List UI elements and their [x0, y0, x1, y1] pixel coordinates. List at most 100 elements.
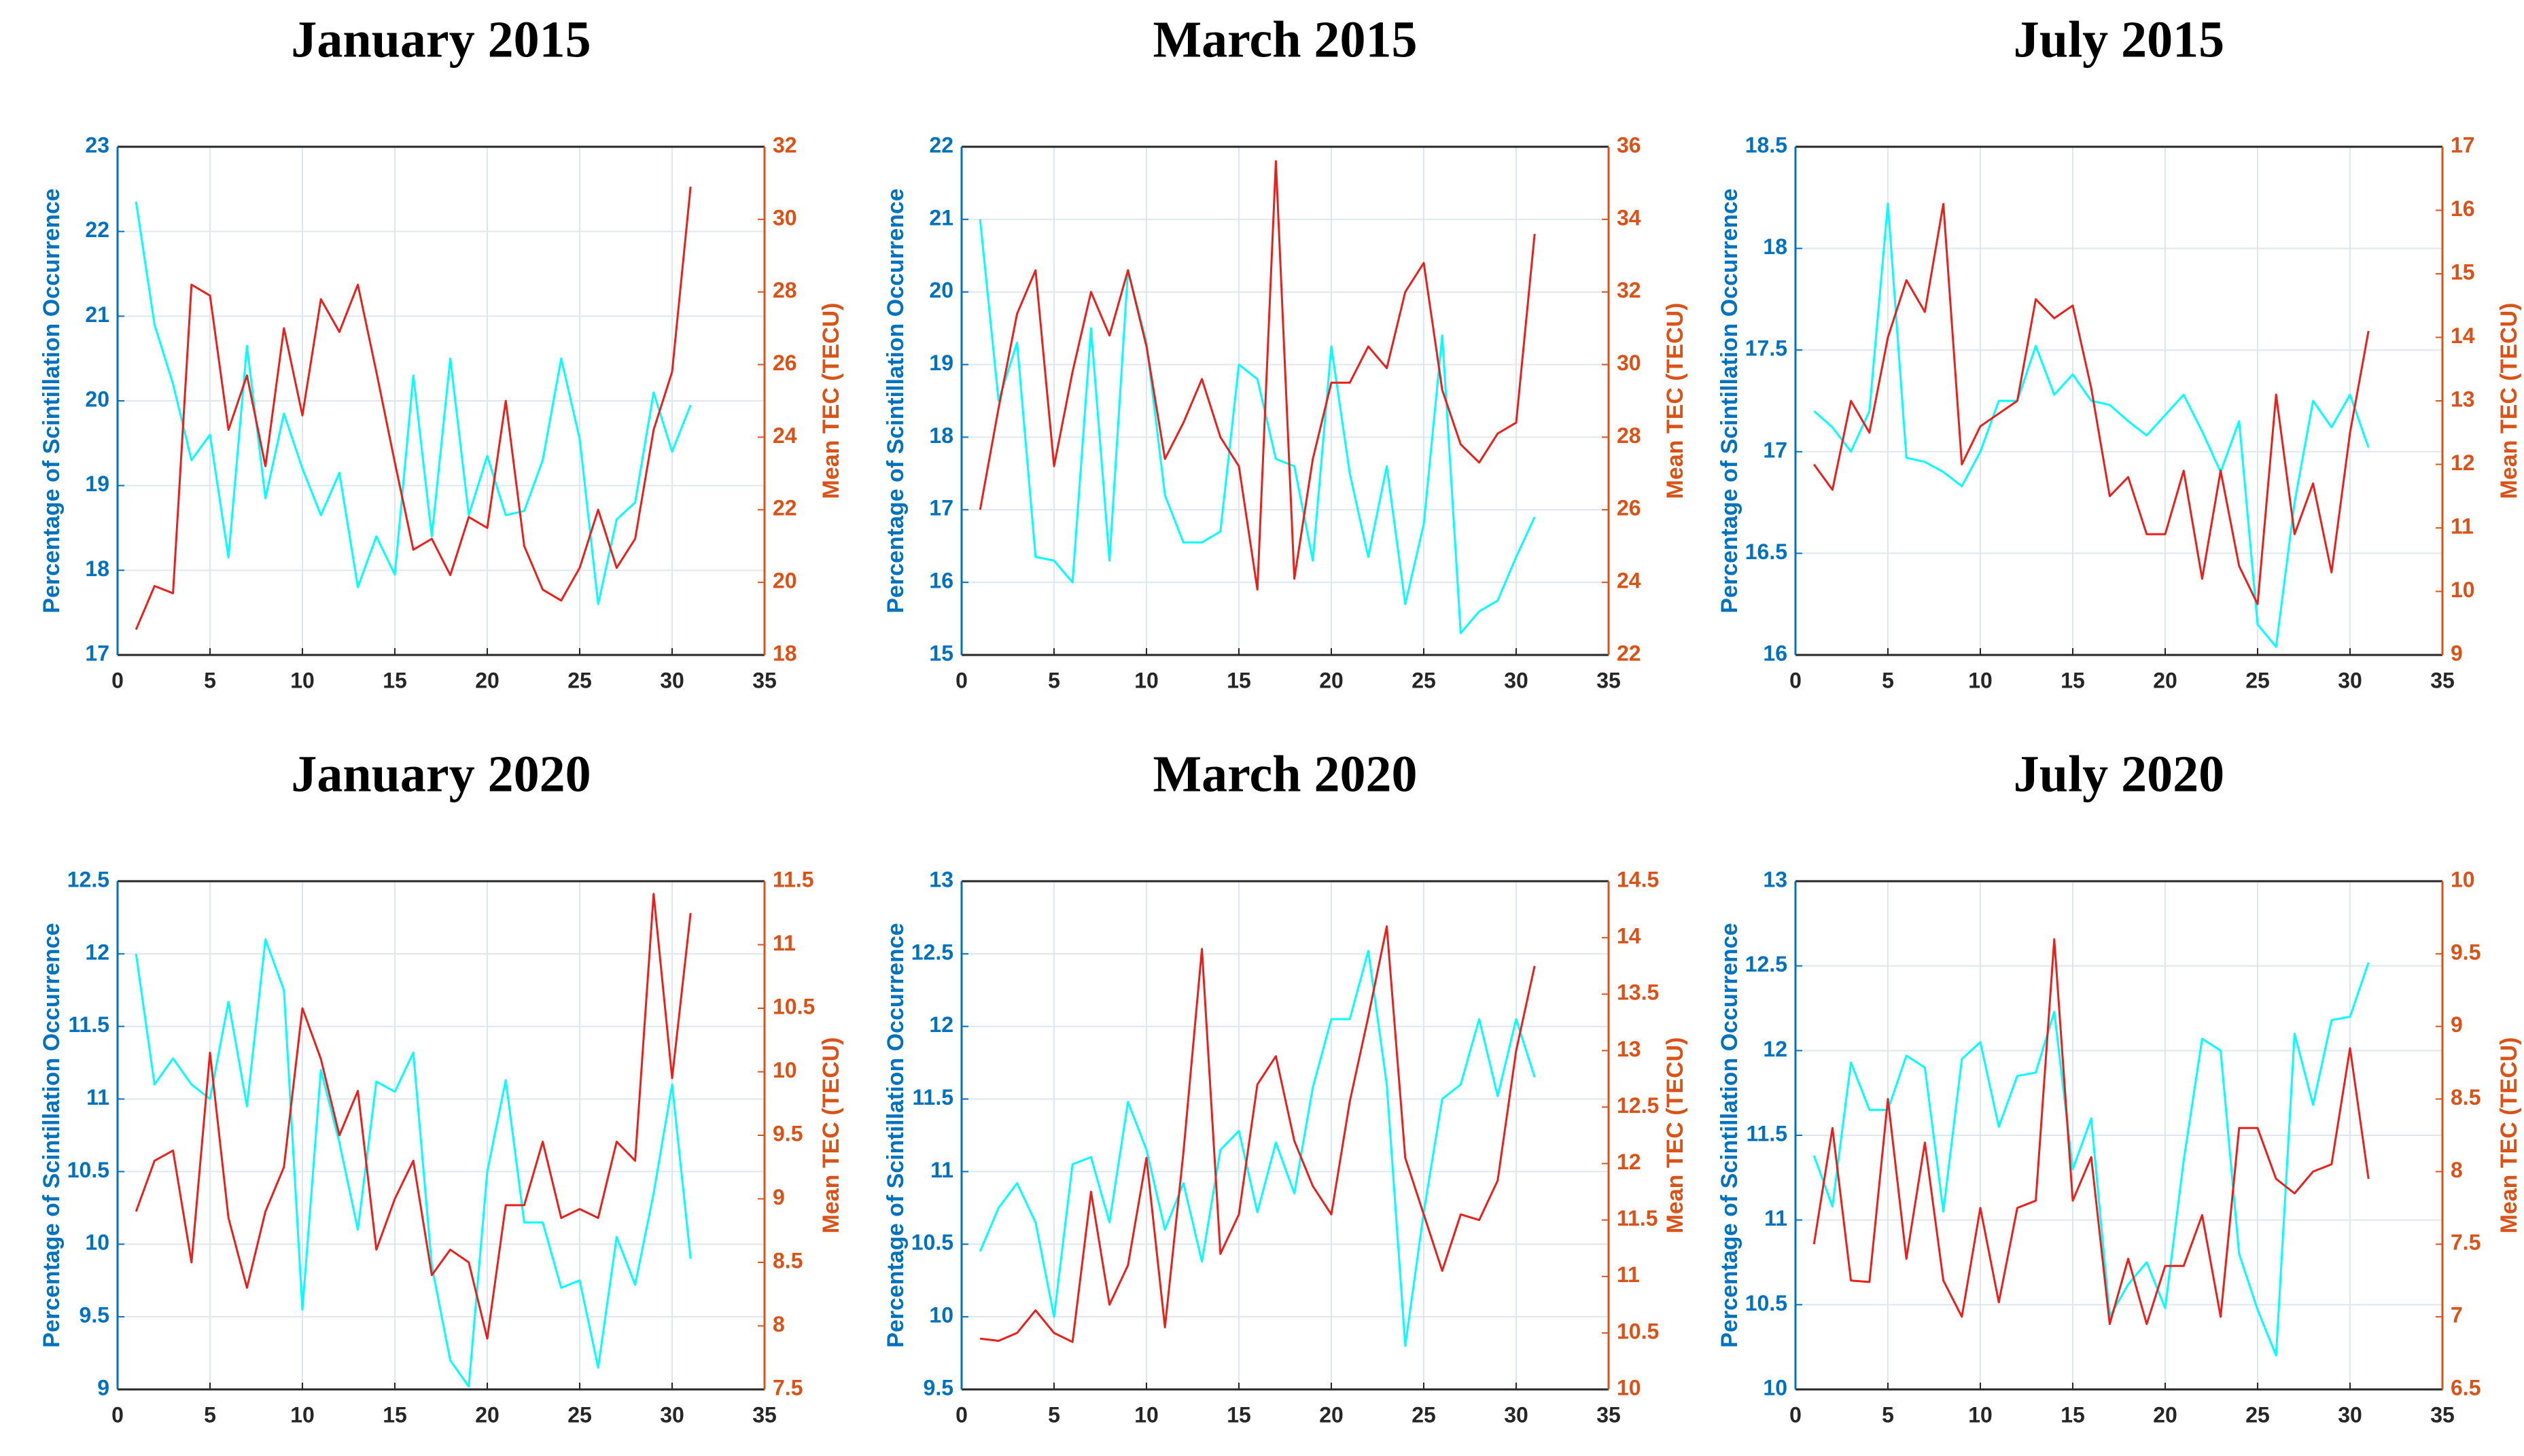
chart: January 2015 0 5 10 15 20 25 30 35 17 18 19 20 21 22 23…: [39, 11, 844, 692]
y2-tick-label: 22: [773, 496, 797, 520]
series-line: [1813, 202, 2370, 648]
series-line: [980, 925, 1536, 1343]
y2-tick-label: 14: [2451, 323, 2475, 348]
y2-tick-label: 28: [773, 278, 797, 302]
y2-tick-label: 9.5: [2451, 940, 2481, 964]
y2-tick-label: 14.5: [1617, 867, 1659, 891]
x-tick-label: 30: [1504, 668, 1528, 692]
x-tick-label: 35: [1596, 668, 1621, 692]
x-tick-label: 5: [204, 668, 216, 692]
y2-tick-label: 32: [1617, 278, 1641, 302]
y2-tick-label: 15: [2451, 260, 2475, 284]
y2-axis-label: Mean TEC (TECU): [2496, 303, 2522, 499]
y-tick-label: 19: [85, 472, 109, 496]
y2-tick-label: 11: [2451, 514, 2474, 538]
x-tick-label: 0: [1789, 668, 1802, 692]
x-tick-label: 0: [111, 1402, 124, 1427]
x-tick-label: 0: [111, 668, 124, 692]
y2-axis-label: Mean TEC (TECU): [1662, 303, 1688, 499]
x-tick-label: 25: [567, 668, 592, 692]
y-tick-label: 11: [930, 1158, 953, 1182]
y2-tick-label: 7.5: [773, 1375, 803, 1400]
y-tick-label: 11: [1764, 1206, 1787, 1230]
y2-tick-label: 9.5: [773, 1121, 803, 1146]
x-tick-label: 30: [660, 1402, 684, 1427]
y2-tick-label: 36: [1617, 132, 1641, 157]
series-line: [1812, 202, 2370, 605]
x-tick-label: 20: [2153, 668, 2177, 692]
y2-tick-label: 13: [1617, 1037, 1641, 1061]
x-tick-label: 25: [1412, 1402, 1436, 1427]
y-tick-label: 9: [97, 1375, 109, 1400]
y-tick-label: 18: [1763, 234, 1787, 259]
y-tick-label: 10: [85, 1230, 109, 1255]
y2-tick-label: 30: [1617, 351, 1641, 375]
y-tick-label: 20: [85, 387, 109, 411]
y-axis-label: Percentage of Scintillation Occurrence: [1717, 188, 1742, 613]
y2-tick-label: 7: [2451, 1303, 2463, 1328]
y-tick-label: 22: [929, 132, 953, 157]
y2-tick-label: 12.5: [1617, 1093, 1659, 1118]
y-tick-label: 11: [86, 1085, 109, 1109]
y-tick-label: 12.5: [1745, 952, 1787, 976]
y-tick-label: 9.5: [80, 1303, 109, 1328]
y2-tick-label: 30: [773, 205, 797, 230]
y2-tick-label: 26: [773, 351, 797, 375]
y2-tick-label: 8: [773, 1312, 785, 1336]
x-tick-label: 15: [2061, 1402, 2085, 1427]
x-tick-label: 5: [1048, 1402, 1060, 1427]
y-tick-label: 10.5: [911, 1230, 953, 1255]
x-tick-label: 25: [2245, 1402, 2270, 1427]
y-tick-label: 21: [929, 205, 953, 230]
y-tick-label: 17: [85, 641, 109, 665]
x-tick-label: 5: [1048, 668, 1060, 692]
series-line: [1812, 938, 2370, 1326]
y-tick-label: 15: [929, 641, 953, 665]
y2-tick-label: 10.5: [1617, 1319, 1659, 1343]
y-tick-label: 18: [929, 423, 953, 448]
y-axis-label: Percentage of Scintillation Occurrence: [39, 923, 65, 1347]
x-tick-label: 0: [956, 668, 968, 692]
y2-tick-label: 8.5: [773, 1248, 803, 1273]
x-tick-label: 10: [1134, 668, 1159, 692]
x-tick-label: 15: [1227, 1402, 1251, 1427]
y-tick-label: 12: [929, 1012, 953, 1037]
y2-tick-label: 11: [1617, 1262, 1640, 1287]
x-tick-label: 25: [2245, 668, 2270, 692]
x-tick-label: 30: [2338, 668, 2362, 692]
y2-tick-label: 13: [2451, 387, 2475, 411]
y-tick-label: 12: [1763, 1037, 1787, 1061]
y2-tick-label: 8.5: [2451, 1085, 2481, 1109]
y-tick-label: 17: [1763, 438, 1787, 462]
y-tick-label: 16.5: [1745, 539, 1787, 564]
series-line: [135, 893, 692, 1340]
y-axis-label: Percentage of Scintillation Occurrence: [883, 923, 909, 1347]
y-tick-label: 10.5: [67, 1158, 109, 1182]
chart: January 2020 0 5 10 15 20 25 30 35 9 9.5 10 10.5 11 11…: [39, 745, 844, 1427]
y2-tick-label: 10: [773, 1058, 797, 1082]
x-tick-label: 35: [752, 1402, 777, 1427]
chart-title: March 2015: [1153, 11, 1417, 68]
y2-tick-label: 11: [773, 931, 796, 955]
series-line: [979, 219, 1536, 635]
y2-tick-label: 10: [2451, 867, 2475, 891]
x-tick-label: 15: [2061, 668, 2085, 692]
chart: March 2020 0 5 10 15 20 25 30 35 9.5 10 10.5 11 11.5 1…: [883, 745, 1688, 1427]
y-tick-label: 9.5: [924, 1375, 953, 1400]
y2-tick-label: 10: [2451, 578, 2475, 602]
y2-tick-label: 20: [773, 569, 797, 593]
y2-tick-label: 18: [773, 641, 797, 665]
y2-tick-label: 22: [1617, 641, 1641, 665]
series-line: [979, 160, 1536, 591]
y-axis-label: Percentage of Scintillation Occurrence: [1717, 923, 1742, 1347]
y-tick-label: 16: [929, 569, 953, 593]
x-tick-label: 15: [1227, 668, 1251, 692]
x-tick-label: 15: [383, 668, 407, 692]
y2-tick-label: 10: [1617, 1375, 1641, 1400]
x-tick-label: 30: [1504, 1402, 1528, 1427]
y2-tick-label: 24: [773, 423, 797, 448]
y2-tick-label: 14: [1617, 924, 1641, 948]
y-tick-label: 12.5: [911, 940, 953, 964]
chart-title: July 2020: [2014, 745, 2224, 802]
y2-axis-label: Mean TEC (TECU): [2496, 1037, 2522, 1234]
